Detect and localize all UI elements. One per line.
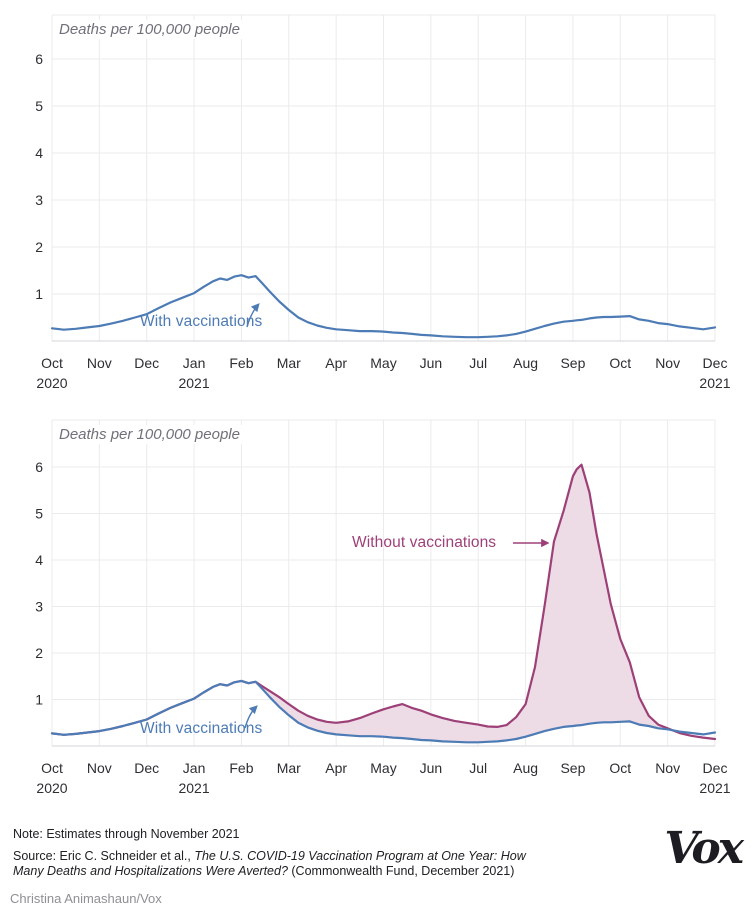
x-tick-label: Sep: [560, 355, 585, 371]
x-tick-label: Dec: [703, 355, 728, 371]
x-tick-label: Nov: [655, 355, 680, 371]
y-axis-title: Deaths per 100,000 people: [54, 425, 245, 444]
annotation-with-vaccinations: With vaccinations: [140, 720, 263, 737]
x-tick-label: Aug: [513, 355, 538, 371]
x-tick-year-label: 2021: [178, 780, 209, 796]
x-tick-label: Dec: [134, 355, 159, 371]
x-tick-label: Nov: [87, 760, 112, 776]
source-text-segment: The U.S. COVID-19 Vaccination Program at…: [194, 849, 526, 863]
comparison-chart: 1 2 3 4 5 6 Oct 2020 Nov Dec Jan 2021 Feb Mar Apr May Ju…: [35, 419, 731, 796]
x-tick-label: Oct: [609, 760, 631, 776]
x-tick-year-label: 2021: [178, 375, 209, 391]
y-tick-label: 6: [35, 459, 43, 475]
y-tick-label: 3: [35, 192, 43, 208]
source-text-segment: Many Deaths and Hospitalizations Were Av…: [13, 864, 288, 878]
with-vaccinations-arrow: [246, 303, 260, 328]
x-tick-label: Jun: [420, 760, 443, 776]
y-tick-label: 1: [35, 692, 43, 708]
x-tick-label: Oct: [609, 355, 631, 371]
x-tick-label: May: [370, 760, 396, 776]
x-tick-label: Feb: [229, 355, 253, 371]
vox-logo: Vox: [664, 823, 744, 874]
x-tick-label: Jul: [469, 355, 487, 371]
x-tick-label: May: [370, 355, 396, 371]
y-axis-title: Deaths per 100,000 people: [54, 20, 245, 39]
with-vaccinations-arrow: [244, 705, 258, 729]
y-tick-label: 4: [35, 552, 43, 568]
y-tick-label: 4: [35, 145, 43, 161]
note-text: Note: Estimates through November 2021: [13, 827, 240, 841]
plot-area: 1 2 3 4 5 6 Oct 2020 Nov Dec Jan 2021 Feb Mar Apr May Ju…: [35, 14, 731, 391]
x-tick-label: Nov: [87, 355, 112, 371]
y-tick-label: 5: [35, 506, 43, 522]
x-tick-label: Oct: [41, 760, 63, 776]
x-tick-label: Apr: [325, 355, 347, 371]
x-tick-label: Mar: [277, 355, 301, 371]
x-tick-label: Feb: [229, 760, 253, 776]
y-tick-label: 5: [35, 98, 43, 114]
series-line-with-vaccinations: [50, 679, 717, 744]
annotation-with-vaccinations: With vaccinations: [140, 313, 263, 330]
source-text-segment: Source: Eric C. Schneider et al.,: [13, 849, 195, 863]
credit-text: Christina Animashaun/Vox: [10, 891, 162, 906]
annotation-without-vaccinations: Without vaccinations: [352, 534, 497, 551]
x-tick-label: Aug: [513, 760, 538, 776]
x-tick-year-label: 2020: [36, 375, 67, 391]
x-tick-label: Apr: [325, 760, 347, 776]
y-tick-label: 6: [35, 51, 43, 67]
x-tick-label: Oct: [41, 355, 63, 371]
x-tick-label: Jan: [183, 355, 206, 371]
averted-deaths-area: [52, 464, 668, 743]
with-vaccinations-chart: 1 2 3 4 5 6 Oct 2020 Nov Dec Jan 2021 Feb Mar Apr May Ju…: [35, 14, 731, 391]
series-line-with-vaccinations: [50, 274, 717, 339]
source-text-line1: Source: Eric C. Schneider et al., The U.…: [13, 849, 526, 865]
x-tick-label: Jul: [469, 760, 487, 776]
x-tick-year-label: 2021: [699, 780, 730, 796]
x-tick-label: Mar: [277, 760, 301, 776]
x-tick-label: Jan: [183, 760, 206, 776]
source-text-line2: Many Deaths and Hospitalizations Were Av…: [13, 864, 514, 880]
y-tick-label: 2: [35, 645, 43, 661]
source-text-segment: (Commonwealth Fund, December 2021): [287, 864, 515, 878]
plot-area: 1 2 3 4 5 6 Oct 2020 Nov Dec Jan 2021 Feb Mar Apr May Ju…: [35, 419, 731, 796]
x-tick-year-label: 2020: [36, 780, 67, 796]
y-tick-label: 2: [35, 239, 43, 255]
x-tick-label: Jun: [420, 355, 443, 371]
x-tick-label: Nov: [655, 760, 680, 776]
x-tick-year-label: 2021: [699, 375, 730, 391]
x-tick-label: Sep: [560, 760, 585, 776]
y-tick-label: 1: [35, 286, 43, 302]
x-tick-label: Dec: [703, 760, 728, 776]
y-tick-label: 3: [35, 599, 43, 615]
x-tick-label: Dec: [134, 760, 159, 776]
